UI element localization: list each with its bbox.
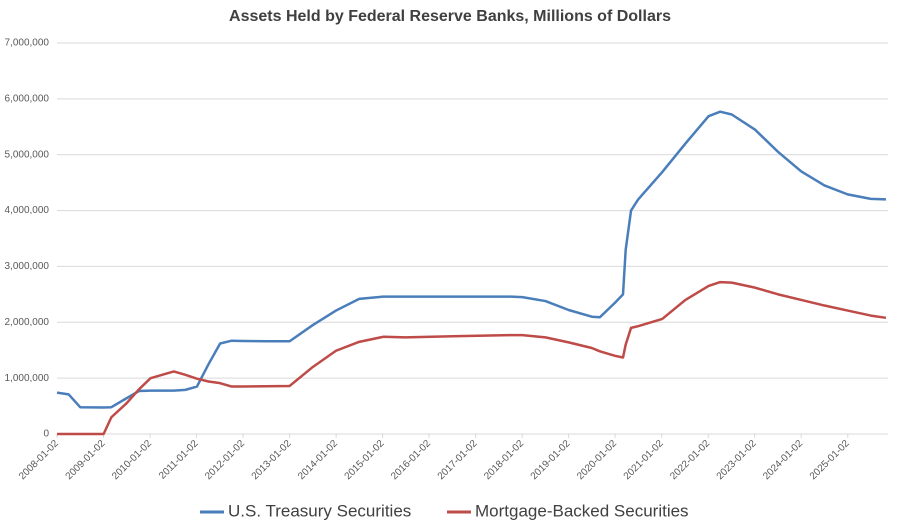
legend-label: U.S. Treasury Securities [228, 501, 411, 520]
x-tick-label: 2022-01-02 [668, 438, 712, 482]
x-tick-label: 2023-01-02 [715, 438, 759, 482]
x-tick-label: 2017-01-02 [436, 438, 480, 482]
series-line [56, 110, 887, 409]
x-tick-label: 2012-01-02 [203, 438, 247, 482]
x-tick-label: 2015-01-02 [343, 438, 387, 482]
x-tick-label: 2011-01-02 [157, 438, 201, 482]
x-tick-label: 2021-01-02 [622, 438, 666, 482]
y-tick-label: 4,000,000 [5, 205, 50, 216]
chart-title: Assets Held by Federal Reserve Banks, Mi… [229, 8, 671, 25]
y-tick-label: 6,000,000 [5, 93, 50, 104]
x-tick-label: 2008-01-02 [17, 438, 61, 482]
y-tick-label: 3,000,000 [5, 261, 50, 272]
x-tick-label: 2020-01-02 [575, 438, 619, 482]
series-line [57, 280, 887, 436]
y-tick-label: 2,000,000 [5, 317, 50, 328]
x-tick-label: 2014-01-02 [296, 438, 340, 482]
y-tick-label: 1,000,000 [5, 373, 50, 384]
x-tick-label: 2024-01-02 [761, 438, 805, 482]
x-tick-label: 2013-01-02 [250, 438, 294, 482]
x-tick-label: 2018-01-02 [482, 438, 526, 482]
x-tick-label: 2025-01-02 [808, 438, 852, 482]
x-tick-label: 2010-01-02 [110, 438, 154, 482]
y-tick-label: 7,000,000 [5, 38, 50, 49]
x-tick-label: 2019-01-02 [529, 438, 573, 482]
x-tick-label: 2016-01-02 [389, 438, 433, 482]
y-tick-label: 0 [43, 429, 49, 440]
x-tick-label: 2009-01-02 [64, 438, 108, 482]
y-tick-label: 5,000,000 [5, 149, 50, 160]
legend-label: Mortgage-Backed Securities [475, 501, 689, 520]
